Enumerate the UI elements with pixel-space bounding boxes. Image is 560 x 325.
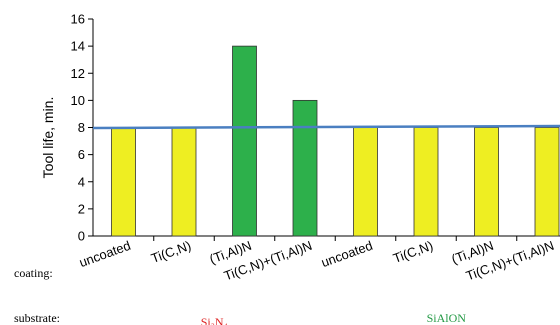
category-label: uncoated [319,238,374,270]
y-tick-label: 0 [78,229,85,244]
substrate-group-label: SiAlON [427,311,467,325]
category-label: Ti(C,N) [149,238,193,266]
bar [474,127,499,237]
bar [534,127,560,237]
bar [232,45,257,237]
coating-row-label: coating: [14,266,53,280]
y-tick-label: 4 [78,174,85,189]
bar [353,127,378,237]
y-tick-label: 16 [71,12,85,27]
substrate-group-label: Si₃N₄ [201,315,228,325]
bar [171,127,197,237]
y-tick-label: 14 [71,39,85,54]
bar [292,99,318,237]
reference-line-group [92,124,560,130]
y-tick-label: 6 [78,147,85,162]
bars [111,45,560,237]
category-label: uncoated [77,238,132,270]
y-tick-label: 2 [78,201,85,216]
substrate-row-label: substrate: [14,311,60,325]
bar [111,127,136,237]
reference-line [92,124,560,130]
y-tick-label: 10 [71,93,85,108]
axes: 0 2 4 6 8 10 12 14 16 [71,12,560,244]
category-label: Ti(C,N) [391,238,435,266]
y-tick-label: 8 [78,120,85,135]
y-tick-label: 12 [71,66,85,81]
y-axis-title: Tool life, min. [40,97,56,179]
bar [413,127,439,237]
